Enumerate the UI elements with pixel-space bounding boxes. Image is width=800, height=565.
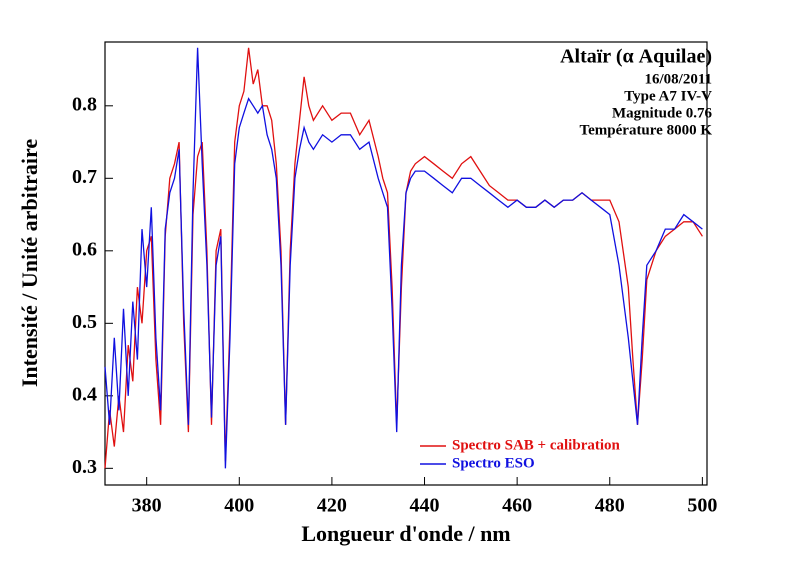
legend-label: Spectro ESO <box>452 455 535 471</box>
x-tick-label: 460 <box>502 495 532 517</box>
y-tick-label: 0.8 <box>72 93 97 115</box>
y-tick-label: 0.6 <box>72 238 97 260</box>
series-line <box>104 47 703 469</box>
annotation: Magnitude 0.76 <box>612 105 713 121</box>
plot-frame <box>104 41 708 486</box>
x-tick-label: 440 <box>410 495 440 517</box>
x-tick-label: 380 <box>132 495 162 517</box>
x-tick-label: 400 <box>224 495 254 517</box>
y-tick-label: 0.7 <box>72 166 97 188</box>
chart-title: Altaïr (α Aquilae) <box>560 46 712 68</box>
x-tick-label: 480 <box>595 495 625 517</box>
x-tick-label: 500 <box>687 495 717 517</box>
y-tick-label: 0.5 <box>72 311 97 333</box>
legend-label: Spectro SAB + calibration <box>452 437 621 453</box>
x-axis-label: Longueur d'onde / nm <box>301 521 510 546</box>
annotation: Température 8000 K <box>580 122 713 138</box>
y-tick-label: 0.4 <box>72 383 97 405</box>
x-tick-label: 420 <box>317 495 347 517</box>
y-tick-label: 0.3 <box>72 456 97 478</box>
y-axis-label: Intensité / Unité arbitraire <box>17 139 42 388</box>
annotation: 16/08/2011 <box>644 71 712 87</box>
annotation: Type A7 IV-V <box>624 88 712 104</box>
